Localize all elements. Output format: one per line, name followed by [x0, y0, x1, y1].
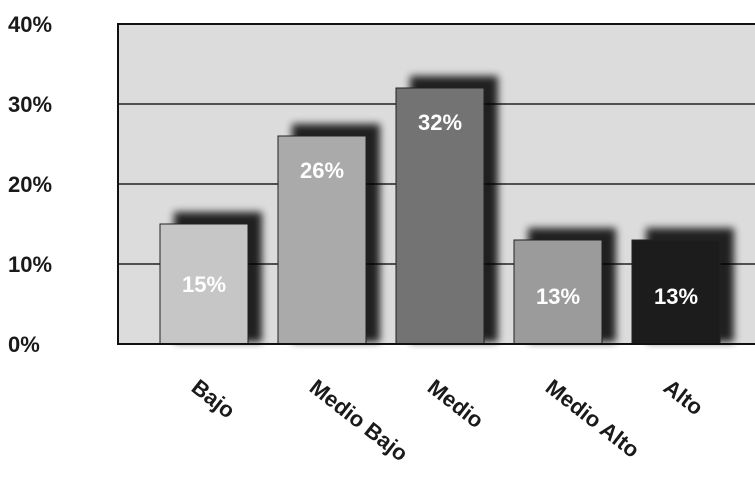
bar-value-label: 32%	[418, 110, 462, 135]
y-tick-label: 10%	[8, 252, 52, 277]
x-axis-labels: Bajo Medio Bajo Medio Medio Alto Alto	[187, 374, 708, 466]
x-category-label: Medio Bajo	[305, 374, 413, 466]
bars	[159, 87, 721, 345]
y-tick-label: 30%	[8, 92, 52, 117]
bar	[159, 223, 249, 345]
x-category-label: Medio Alto	[541, 374, 644, 462]
y-tick-label: 0%	[8, 332, 40, 357]
y-tick-label: 20%	[8, 172, 52, 197]
bar	[395, 87, 485, 345]
bar-value-label: 13%	[536, 284, 580, 309]
y-axis-ticks: 0% 10% 20% 30% 40%	[8, 12, 52, 357]
bar	[513, 239, 603, 345]
bar	[631, 239, 721, 345]
plot-border	[117, 23, 755, 345]
x-category-label: Bajo	[187, 374, 240, 423]
bar	[277, 135, 367, 345]
value-labels: 15% 26% 32% 13% 13%	[182, 110, 698, 309]
x-category-label: Alto	[659, 374, 708, 420]
y-tick-label: 40%	[8, 12, 52, 37]
bar-value-label: 13%	[654, 284, 698, 309]
x-category-label: Medio	[423, 374, 488, 433]
bar-value-label: 15%	[182, 272, 226, 297]
bar-value-label: 26%	[300, 158, 344, 183]
